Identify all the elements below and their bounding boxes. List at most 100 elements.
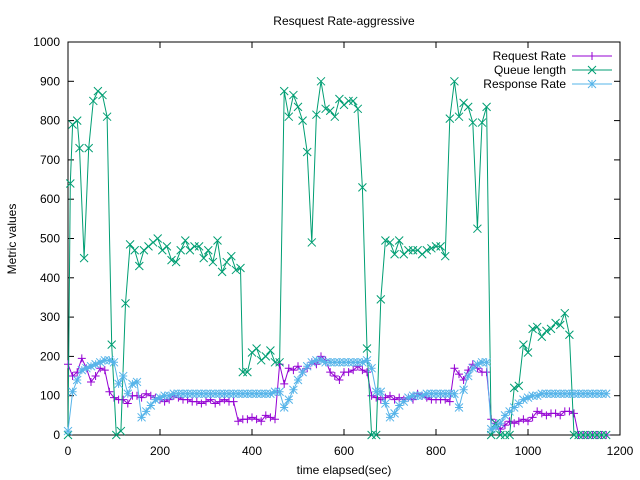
response-rate-point [210,389,220,399]
queue-length-point [176,245,186,255]
queue-length-point [116,426,126,436]
response-rate-point [427,389,436,399]
response-rate-point [574,389,583,399]
response-rate-point [335,357,344,367]
request-rate-point [280,379,289,388]
queue-length-point [427,243,436,253]
response-rate-point [307,357,317,367]
response-rate-point [178,389,188,399]
chart-title: Resquest Rate-aggressive [273,14,415,28]
queue-length-point [243,367,252,377]
response-rate-point [233,389,243,399]
queue-length-point [542,326,551,336]
request-rate-point [77,354,86,363]
legend-marker-response-rate [587,79,597,89]
x-tick-label: 600 [334,444,354,458]
queue-length-point [381,236,390,245]
request-rate-point [326,368,335,377]
response-rate-point [551,389,560,399]
request-rate-point [570,409,578,418]
queue-length-point [546,324,556,334]
queue-length-point [463,102,473,112]
request-rate-point [519,415,528,424]
request-rate-point [229,397,238,406]
queue-length-point [597,430,606,440]
queue-length-point [353,104,363,114]
response-rate-point [174,389,183,399]
queue-length-point [371,430,381,440]
response-rate-point [450,389,459,399]
queue-length-point [422,245,432,255]
queue-length-point [537,332,547,342]
response-rate-point [302,361,312,371]
request-rate-point [202,397,210,406]
response-rate-point [68,387,77,397]
response-rate-point [123,389,133,399]
response-rate-point [270,387,280,397]
response-rate-point [164,391,174,401]
request-rate-point [358,366,367,375]
queue-length-point [565,330,574,340]
queue-length-point [551,318,560,328]
response-rate-point [399,397,409,406]
y-tick-label: 300 [40,310,60,324]
queue-length-point [298,116,307,125]
response-rate-point [496,418,505,428]
queue-length-point [390,249,399,259]
queue-length-point [583,430,593,440]
request-rate-point [252,415,261,424]
request-rate-point [284,364,293,373]
series-response-rate [63,355,611,436]
response-rate-point [555,389,565,399]
request-rate-point [514,417,523,426]
response-rate-point [91,359,100,369]
request-rate-point [510,419,519,428]
response-rate-point [275,387,284,397]
queue-length-point [162,242,172,251]
response-rate-point [509,403,519,412]
queue-length-point [199,253,209,263]
legend-marker-request-rate [588,52,596,60]
queue-length-point [367,430,376,440]
queue-length-point [72,116,82,125]
queue-length-point [203,245,213,255]
response-rate-point [243,389,252,399]
response-rate-point [321,357,330,367]
response-rate-point [339,357,349,367]
queue-length-point [496,430,505,440]
queue-length-point [578,430,588,440]
response-rate-point [118,371,128,381]
queue-length-point [208,257,218,267]
queue-length-point [468,118,478,127]
queue-length-point [312,110,321,120]
response-rate-point [151,395,160,404]
request-rate-point [289,366,298,375]
queue-length-point [65,179,75,188]
queue-length-point [477,118,487,127]
response-rate-point [514,399,524,408]
queue-length-point [98,90,107,100]
response-rate-point [367,363,376,373]
queue-length-point [226,251,236,261]
queue-length-point [330,112,340,122]
response-rate-point [146,401,156,410]
response-rate-point [546,389,556,399]
queue-length-point [180,236,190,245]
queue-length-point [454,112,464,122]
response-rate-point [371,387,381,397]
request-rate-point [266,413,275,422]
request-rate-point [123,399,132,408]
request-rate-point [234,417,243,426]
request-rate-point [363,368,371,377]
queue-length-point [436,242,445,251]
queue-length-point [348,96,358,106]
response-rate-point [348,357,358,367]
response-rate-point [82,363,91,373]
response-rate-point [404,393,413,403]
queue-length-point [84,143,94,153]
request-rate-point [445,397,454,406]
response-rate-point [266,389,275,399]
y-tick-label: 0 [53,428,60,442]
